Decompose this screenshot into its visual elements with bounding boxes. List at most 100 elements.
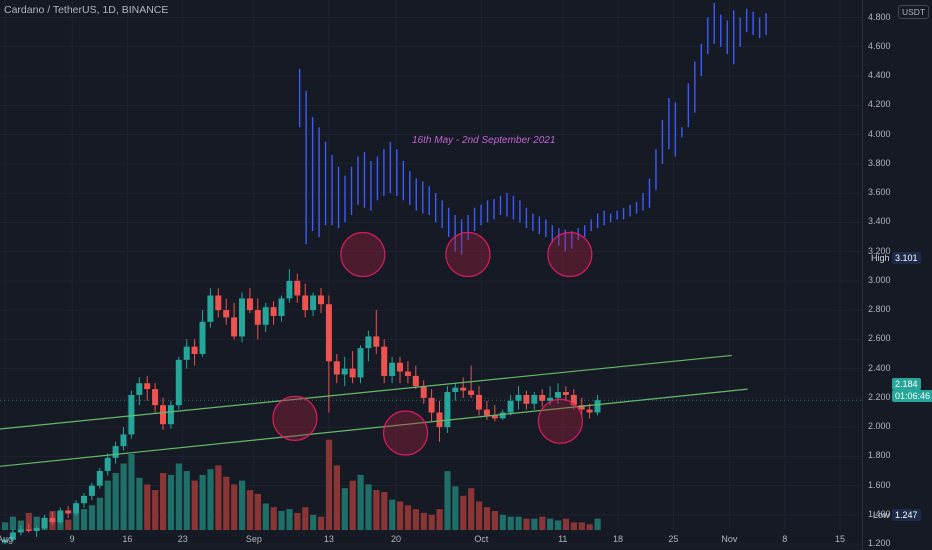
- price-tick-label: 4.200: [868, 99, 891, 110]
- time-tick-label: Nov: [721, 534, 738, 544]
- time-tick-label: 9: [69, 534, 75, 544]
- candle-body: [81, 495, 87, 504]
- currency-badge[interactable]: USDT: [898, 5, 930, 19]
- volume-bar: [183, 471, 190, 530]
- volume-bar: [191, 480, 198, 530]
- volume-bar: [270, 507, 277, 530]
- candle-body: [428, 397, 435, 413]
- candle-body: [160, 405, 166, 425]
- candle-body: [199, 321, 206, 354]
- highlight-circle: [340, 231, 386, 278]
- highlight-circle: [547, 231, 593, 278]
- candle-body: [397, 362, 403, 372]
- price-tick-label: 4.800: [868, 11, 891, 22]
- volume-bar: [9, 516, 17, 530]
- volume-bar: [404, 505, 412, 530]
- volume-bar: [246, 490, 254, 530]
- volume-bar: [199, 474, 206, 530]
- candle-body: [73, 503, 80, 514]
- volume-bar: [428, 514, 435, 530]
- volume-bar: [444, 471, 451, 530]
- candle-body: [128, 394, 135, 435]
- high-label: High: [871, 253, 890, 263]
- candle-body: [318, 295, 324, 305]
- candle-body: [507, 400, 514, 413]
- high-value-tag: 3.101: [892, 252, 921, 264]
- volume-bar: [136, 477, 143, 530]
- candle-body: [381, 346, 388, 376]
- volume-bar: [357, 474, 364, 530]
- price-tick-label: 3.200: [868, 245, 891, 256]
- price-tick-label: 3.800: [868, 157, 891, 168]
- bar-countdown-tag: 01:06:46: [892, 390, 932, 402]
- candle-body: [468, 390, 475, 395]
- volume-bar: [310, 514, 317, 530]
- candle-body: [539, 394, 546, 401]
- volume-bar: [223, 476, 230, 530]
- price-tick-label: 1.600: [868, 479, 891, 490]
- time-tick-label: 11: [558, 534, 568, 544]
- time-tick-label: 16: [122, 534, 133, 544]
- candle-body: [310, 295, 317, 311]
- highlight-circle: [382, 410, 429, 456]
- volume-bar: [286, 509, 293, 530]
- price-tick-label: 2.800: [868, 304, 891, 315]
- volume-bar: [175, 463, 182, 530]
- chart-title: Cardano / TetherUS, 1D, BINANCE: [4, 4, 169, 16]
- price-axis[interactable]: [862, 0, 932, 550]
- volume-bar: [73, 512, 80, 530]
- volume-bar: [570, 522, 577, 530]
- date-range-annotation: 16th May - 2nd September 2021: [412, 135, 556, 146]
- candle-body: [302, 295, 309, 311]
- volume-bar: [420, 512, 427, 530]
- volume-bar: [531, 518, 538, 530]
- volume-bar: [499, 514, 506, 530]
- candle-body: [515, 394, 522, 401]
- candle-body: [33, 528, 40, 531]
- candle-body: [104, 457, 111, 472]
- volume-bar: [436, 509, 443, 530]
- time-tick-label: 20: [391, 534, 402, 544]
- candle-body: [570, 394, 577, 406]
- candle-body: [594, 400, 601, 413]
- candle-body: [207, 295, 214, 322]
- candle-body: [349, 368, 356, 378]
- time-tick-label: Aug: [0, 534, 14, 544]
- volume-bar: [231, 484, 238, 530]
- price-tick-label: 3.000: [868, 274, 891, 285]
- price-tick-label: 4.600: [868, 40, 891, 51]
- volume-bar: [96, 497, 103, 530]
- volume-bar: [491, 511, 498, 530]
- candle-body: [246, 298, 253, 311]
- candle-body: [389, 362, 396, 376]
- volume-bar: [586, 524, 593, 530]
- volume-bar: [365, 484, 372, 530]
- candle-body: [120, 434, 127, 447]
- candle-body: [333, 361, 340, 375]
- candle-body: [294, 280, 301, 296]
- price-tick-label: 3.600: [868, 187, 891, 198]
- chart-plot-area[interactable]: [0, 0, 862, 550]
- volume-bar: [33, 516, 40, 530]
- volume-bar: [207, 469, 214, 530]
- highlight-circle: [537, 398, 583, 444]
- volume-bar: [539, 516, 546, 530]
- volume-bar: [81, 509, 88, 530]
- candle-body: [436, 412, 443, 428]
- price-tick-label: 2.000: [868, 421, 891, 432]
- volume-bar: [476, 501, 483, 530]
- time-tick-label: 15: [835, 534, 846, 544]
- candle-body: [25, 529, 32, 531]
- candle-body: [365, 336, 372, 349]
- volume-bar: [152, 490, 159, 530]
- volume-bar: [341, 488, 348, 530]
- candle-body: [65, 510, 72, 514]
- volume-bar: [65, 519, 72, 530]
- candle-body: [9, 532, 16, 540]
- candle-body: [96, 471, 103, 486]
- candle-body: [17, 529, 24, 533]
- volume-bar: [120, 463, 127, 530]
- candle-body: [136, 383, 143, 395]
- candle-body: [325, 304, 332, 362]
- current-price-tag: 2.184: [892, 378, 921, 390]
